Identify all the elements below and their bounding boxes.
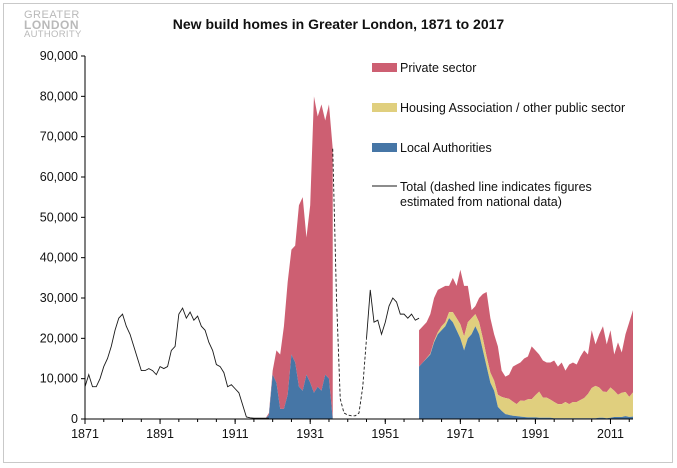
- y-tick-label: 0: [71, 412, 78, 426]
- y-tick-label: 80,000: [40, 89, 78, 103]
- y-tick-label: 70,000: [40, 130, 78, 144]
- chart-title: New build homes in Greater London, 1871 …: [172, 16, 505, 32]
- legend-label-ha: Housing Association / other public secto…: [400, 101, 625, 115]
- chart-frame: [3, 3, 673, 463]
- x-tick-label: 2011: [597, 427, 624, 441]
- logo-line-2: LONDON: [24, 18, 79, 32]
- x-tick-label: 1951: [371, 427, 399, 441]
- legend-label-total-line1: Total (dashed line indicates figures: [400, 180, 592, 194]
- logo-line-3: AUTHORITY: [24, 29, 82, 40]
- legend-label-la: Local Authorities: [400, 141, 492, 155]
- legend-label-private: Private sector: [400, 61, 476, 75]
- legend-swatch-la: [372, 143, 397, 152]
- x-tick-label: 1911: [222, 427, 249, 441]
- area-housing-association-modern: [419, 312, 633, 419]
- total-line-postwar: [366, 289, 420, 339]
- area-private-modern: [419, 269, 633, 405]
- total-line-pre-1920: [84, 307, 269, 419]
- gla-logo: GREATER LONDON AUTHORITY: [24, 10, 82, 40]
- x-tick-label: 1871: [71, 427, 99, 441]
- legend-label-total-line2: estimated from national data): [400, 195, 562, 209]
- legend-swatch-private: [372, 63, 397, 72]
- area-local-authorities-modern: [419, 318, 633, 419]
- y-tick-label: 90,000: [40, 49, 78, 63]
- y-tick-label: 60,000: [40, 170, 78, 184]
- y-tick-label: 30,000: [40, 291, 78, 305]
- y-tick-label: 50,000: [40, 210, 78, 224]
- area-local-authorities-interwar: [265, 354, 333, 419]
- x-tick-label: 1891: [146, 427, 174, 441]
- logo-line-1: GREATER: [24, 9, 80, 21]
- x-tick-label: 1931: [296, 427, 324, 441]
- y-tick-label: 20,000: [40, 331, 78, 345]
- y-tick-label: 10,000: [40, 372, 78, 386]
- total-line-estimated-dashed: [332, 148, 367, 417]
- x-tick-label: 1971: [446, 427, 474, 441]
- area-private-interwar: [265, 96, 333, 419]
- y-tick-label: 40,000: [40, 251, 78, 265]
- legend-swatch-ha: [372, 103, 397, 112]
- x-tick-label: 1991: [522, 427, 550, 441]
